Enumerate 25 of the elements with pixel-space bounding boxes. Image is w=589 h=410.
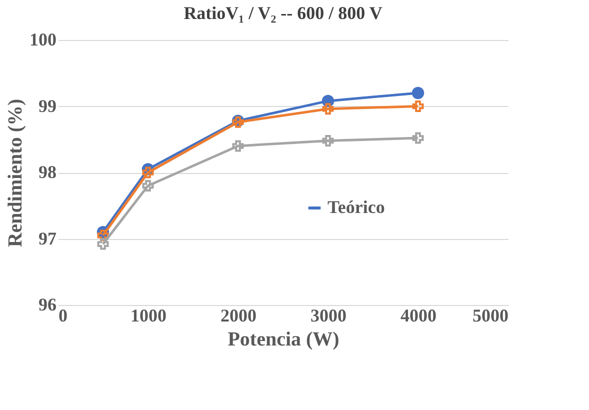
- y-tick-label: 100: [30, 30, 56, 50]
- y-tick-label: 99: [38, 96, 56, 116]
- legend-label: Teórico: [328, 197, 385, 217]
- point: [412, 86, 424, 100]
- y-axis-title: Rendimiento (%): [4, 98, 26, 248]
- y-tick-label: 97: [38, 228, 56, 248]
- point: [97, 238, 109, 250]
- point: [412, 132, 424, 144]
- point: [97, 230, 109, 242]
- x-axis-title: Potencia (W): [228, 328, 340, 350]
- x-tick-label: 4000: [400, 306, 436, 326]
- chart-title: RatioV₁ / V₂ -- 600 / 800 V: [184, 3, 382, 23]
- y-tick-label: 96: [38, 294, 56, 314]
- point: [322, 103, 334, 115]
- point: [232, 140, 244, 152]
- point: [322, 134, 334, 146]
- x-tick-label: 0: [58, 306, 68, 326]
- x-tick-label: 5000: [472, 306, 508, 326]
- x-tick-label: 3000: [310, 306, 346, 326]
- x-tick-label: 1000: [130, 306, 166, 326]
- point: [142, 166, 154, 178]
- y-tick-label: 98: [38, 162, 56, 182]
- x-tick-label: 2000: [220, 306, 256, 326]
- point: [412, 100, 424, 112]
- point: [142, 180, 154, 192]
